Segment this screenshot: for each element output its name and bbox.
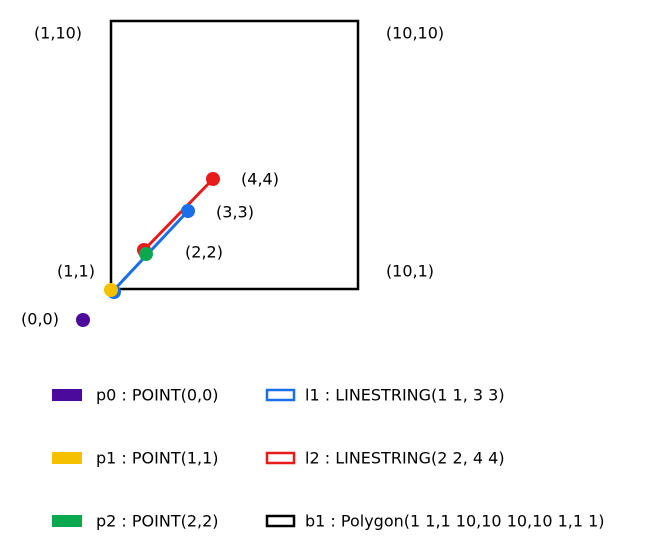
coord-label: (3,3)	[216, 203, 254, 222]
legend-swatch	[265, 388, 296, 402]
coord-label: (0,0)	[21, 310, 59, 329]
coord-label: (4,4)	[241, 170, 279, 189]
legend-label: b1 : Polygon(1 1,1 10,10 10,10 1,1 1)	[305, 512, 605, 531]
point-p2	[139, 247, 153, 261]
legend-swatch	[265, 514, 296, 528]
legend-label: p2 : POINT(2,2)	[96, 512, 219, 531]
legend-label: l2 : LINESTRING(2 2, 4 4)	[305, 449, 505, 468]
point-l2-end	[206, 172, 220, 186]
polygon-b1	[109, 19, 360, 291]
legend-label: p0 : POINT(0,0)	[96, 386, 219, 405]
coord-label: (10,10)	[386, 24, 444, 43]
legend-swatch	[52, 452, 82, 464]
point-p0	[76, 313, 90, 327]
legend-swatch	[52, 515, 82, 527]
coord-label: (10,1)	[386, 262, 434, 281]
point-p1	[104, 283, 118, 297]
line-l2	[142, 177, 215, 252]
legend-label: l1 : LINESTRING(1 1, 3 3)	[305, 386, 505, 405]
legend-swatch	[52, 389, 82, 401]
legend-swatch	[265, 451, 296, 465]
coord-label: (1,1)	[57, 262, 95, 281]
point-l1-end	[181, 204, 195, 218]
coord-label: (1,10)	[34, 24, 82, 43]
coord-label: (2,2)	[185, 243, 223, 262]
legend-label: p1 : POINT(1,1)	[96, 449, 219, 468]
